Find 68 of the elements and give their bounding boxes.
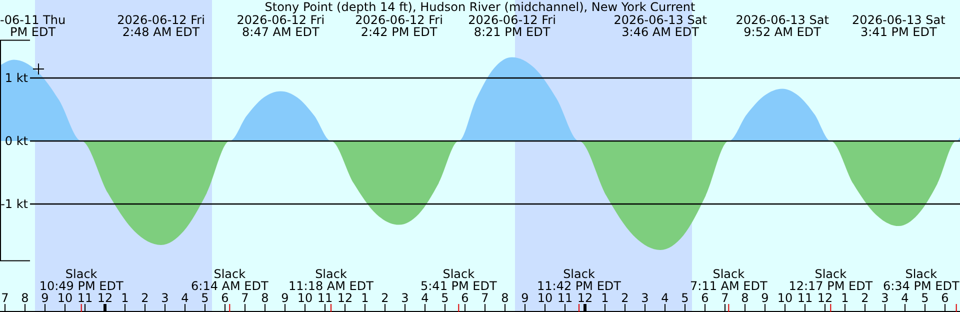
x-tick-label: 12: [97, 291, 113, 305]
text: 2026-06-13 Sat 9:52 AM EDT: [736, 13, 830, 39]
x-tick-label: 12: [817, 291, 833, 305]
x-tick-label: 1: [121, 291, 129, 305]
text: 2026-06-13 Sat 3:46 AM EDT: [614, 13, 708, 39]
x-tick-label: 7: [241, 291, 249, 305]
annotation: Slack 11:18 AM EDT: [288, 267, 374, 293]
annotation: Slack 6:14 AM EDT: [191, 267, 269, 293]
y-tick-label: -1 kt: [0, 197, 28, 212]
y-tick-label: 1 kt: [4, 71, 28, 86]
x-tick-label: 2: [141, 291, 149, 305]
x-tick-label: 4: [181, 291, 189, 305]
annotation: Slack 10:49 PM EDT: [39, 267, 124, 293]
x-tick-label: 6: [701, 291, 709, 305]
x-tick-label: 7: [481, 291, 489, 305]
x-tick-label: 5: [441, 291, 449, 305]
x-tick-label: 11: [77, 291, 93, 305]
x-tick-label: 3: [641, 291, 649, 305]
x-tick-label: 2: [381, 291, 389, 305]
text: -06-11 Thu PM EDT: [0, 13, 66, 39]
text: Slack 6:34 PM EDT: [883, 267, 960, 293]
x-tick-label: 4: [421, 291, 429, 305]
x-tick-label: 6: [941, 291, 949, 305]
x-tick-label: 5: [201, 291, 209, 305]
x-tick-label: 10: [297, 291, 313, 305]
x-tick-label: 9: [761, 291, 769, 305]
x-tick-label: 1: [841, 291, 849, 305]
x-tick-label: 10: [537, 291, 553, 305]
x-tick-label: 3: [161, 291, 169, 305]
x-tick-label: 12: [337, 291, 353, 305]
text: 2026-06-12 Fri 2:48 AM EDT: [117, 13, 205, 39]
x-tick-label: 2: [861, 291, 869, 305]
x-tick-label: 7: [1, 291, 9, 305]
x-tick-label: 3: [401, 291, 409, 305]
y-tick-label: 0 kt: [4, 134, 28, 148]
text: 2026-06-12 Fri 8:47 AM EDT: [236, 13, 325, 39]
x-tick-label: 1: [361, 291, 369, 305]
annotation: Slack 12:17 PM EDT: [788, 267, 874, 293]
x-tick-label: 4: [901, 291, 909, 305]
x-tick-label: 11: [557, 291, 573, 305]
x-tick-label: 6: [461, 291, 469, 305]
x-tick-label: 1: [601, 291, 609, 305]
x-tick-label: 9: [41, 291, 49, 305]
text: 2026-06-13 Sat 3:41 PM EDT: [852, 13, 946, 39]
x-tick-label: 9: [521, 291, 529, 305]
chart-title: Stony Point (depth 14 ft), Hudson River (midchannel), New York Current: [264, 0, 696, 14]
x-tick-label: 7: [721, 291, 729, 305]
x-tick-label: 8: [741, 291, 749, 305]
text: 2026-06-12 Fri 2:42 PM EDT: [355, 13, 443, 39]
x-tick-label: 6: [221, 291, 229, 305]
x-tick-label: 8: [261, 291, 269, 305]
x-tick-label: 10: [777, 291, 793, 305]
x-tick-label: 5: [681, 291, 689, 305]
x-tick-label: 11: [317, 291, 333, 305]
x-tick-label: 8: [21, 291, 29, 305]
x-tick-label: 5: [921, 291, 929, 305]
x-tick-label: 8: [501, 291, 509, 305]
annotation: Slack 5:41 PM EDT: [420, 267, 498, 293]
annotation: Slack 7:11 AM EDT: [690, 267, 768, 293]
x-tick-label: 3: [881, 291, 889, 305]
x-tick-label: 11: [797, 291, 813, 305]
x-tick-label: 2: [621, 291, 629, 305]
x-tick-label: 10: [57, 291, 73, 305]
x-tick-label: 9: [281, 291, 289, 305]
annotation: Slack 11:42 PM EDT: [537, 267, 622, 293]
x-tick-label: 4: [661, 291, 669, 305]
text: 2026-06-12 Fri 8:21 PM EDT: [468, 13, 556, 39]
x-tick-label: 12: [577, 291, 593, 305]
